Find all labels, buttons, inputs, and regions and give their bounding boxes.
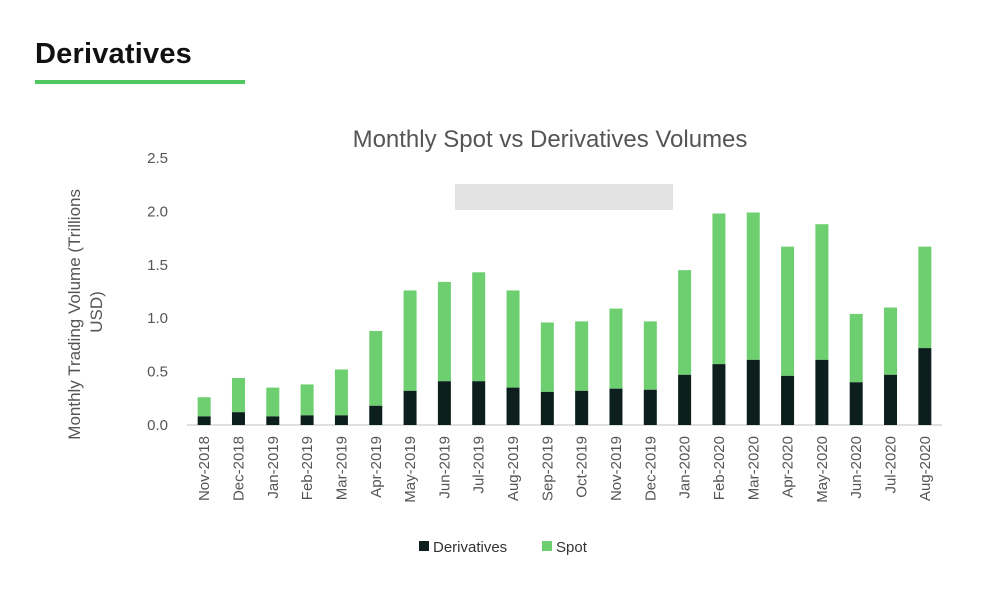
y-tick-label: 0.5 — [147, 364, 168, 381]
x-tick-label: Nov-2018 — [196, 436, 213, 501]
bar-derivatives — [403, 390, 417, 425]
x-tick-label: Apr-2019 — [368, 436, 385, 498]
x-tick-label: Feb-2020 — [711, 436, 728, 500]
y-axis-ticks: 0.0 0.5 1.0 1.5 2.0 2.5 — [147, 150, 168, 434]
bar-derivatives — [197, 416, 211, 425]
bar-derivatives — [815, 359, 829, 425]
y-tick-label: 1.0 — [147, 310, 168, 327]
bar-spot — [437, 281, 451, 382]
bars — [197, 212, 932, 425]
chart-title: Monthly Spot vs Derivatives Volumes — [353, 126, 748, 153]
bar-spot — [575, 321, 589, 391]
x-tick-label: Jan-2020 — [677, 436, 694, 499]
x-tick-label: May-2019 — [402, 436, 419, 503]
x-tick-label: Dec-2019 — [642, 436, 659, 501]
title-underline — [35, 80, 245, 84]
legend-swatch — [542, 541, 552, 551]
bar-derivatives — [300, 415, 314, 425]
bar-spot — [884, 307, 898, 375]
x-tick-label: Jun-2019 — [436, 436, 453, 499]
y-tick-label: 1.5 — [147, 257, 168, 274]
x-tick-label: Nov-2019 — [608, 436, 625, 501]
bar-derivatives — [334, 415, 348, 425]
x-tick-label: Mar-2020 — [745, 436, 762, 500]
bar-derivatives — [884, 374, 898, 425]
y-axis-title-line-2: USD) — [87, 291, 106, 333]
x-tick-label: Aug-2019 — [505, 436, 522, 501]
bar-derivatives — [643, 389, 657, 425]
bar-derivatives — [369, 405, 383, 425]
bar-derivatives — [575, 390, 589, 425]
bar-spot — [849, 313, 863, 383]
x-tick-label: Apr-2020 — [780, 436, 797, 498]
y-axis-title-line-1: Monthly Trading Volume (Trillions — [65, 189, 84, 440]
bar-spot — [369, 331, 383, 406]
bar-derivatives — [506, 387, 520, 425]
x-tick-label: Oct-2019 — [574, 436, 591, 498]
x-tick-label: Dec-2018 — [230, 436, 247, 501]
x-tick-label: Mar-2019 — [333, 436, 350, 500]
y-tick-label: 2.0 — [147, 203, 168, 220]
bar-derivatives — [472, 381, 486, 425]
bar-spot — [678, 270, 692, 375]
x-tick-label: Aug-2020 — [917, 436, 934, 501]
bar-spot — [506, 290, 520, 388]
section-title: Derivatives — [35, 38, 192, 70]
legend: Derivatives Spot — [419, 539, 588, 556]
x-tick-label: May-2020 — [814, 436, 831, 503]
bar-spot — [197, 397, 211, 417]
bar-spot — [746, 212, 760, 360]
y-tick-label: 2.5 — [147, 150, 168, 167]
x-tick-label: Sep-2019 — [539, 436, 556, 501]
bar-spot — [266, 387, 280, 417]
x-tick-label: Jul-2019 — [471, 436, 488, 494]
y-axis-title: Monthly Trading Volume (Trillions USD) — [65, 184, 106, 439]
bar-spot — [712, 213, 726, 365]
bar-spot — [540, 322, 554, 392]
bar-derivatives — [712, 364, 726, 425]
x-tick-label: Jan-2019 — [265, 436, 282, 499]
legend-label: Derivatives — [433, 539, 507, 556]
bar-spot — [643, 321, 657, 390]
legend-swatch — [419, 541, 429, 551]
bar-derivatives — [918, 348, 932, 425]
x-tick-label: Feb-2019 — [299, 436, 316, 500]
bar-spot — [334, 369, 348, 416]
x-tick-label: Jul-2020 — [883, 436, 900, 494]
bar-spot — [472, 272, 486, 382]
bar-derivatives — [437, 381, 451, 425]
bar-derivatives — [609, 388, 623, 425]
bar-spot — [609, 308, 623, 389]
bar-spot — [403, 290, 417, 391]
bar-spot — [815, 224, 829, 360]
bar-spot — [781, 246, 795, 376]
bar-derivatives — [849, 382, 863, 425]
bar-derivatives — [231, 412, 245, 425]
bar-spot — [300, 384, 314, 416]
x-axis-ticks: Nov-2018 Dec-2018 Jan-2019 Feb-2019 Mar-2019… — [196, 436, 934, 503]
bar-derivatives — [540, 391, 554, 425]
bar-derivatives — [678, 374, 692, 425]
watermark-box — [455, 184, 673, 210]
bar-derivatives — [781, 375, 795, 425]
x-tick-label: Jun-2020 — [848, 436, 865, 499]
bar-derivatives — [746, 359, 760, 425]
bar-spot — [918, 246, 932, 349]
bar-spot — [231, 378, 245, 413]
bar-derivatives — [266, 416, 280, 425]
legend-label: Spot — [556, 539, 588, 556]
y-tick-label: 0.0 — [147, 417, 168, 434]
